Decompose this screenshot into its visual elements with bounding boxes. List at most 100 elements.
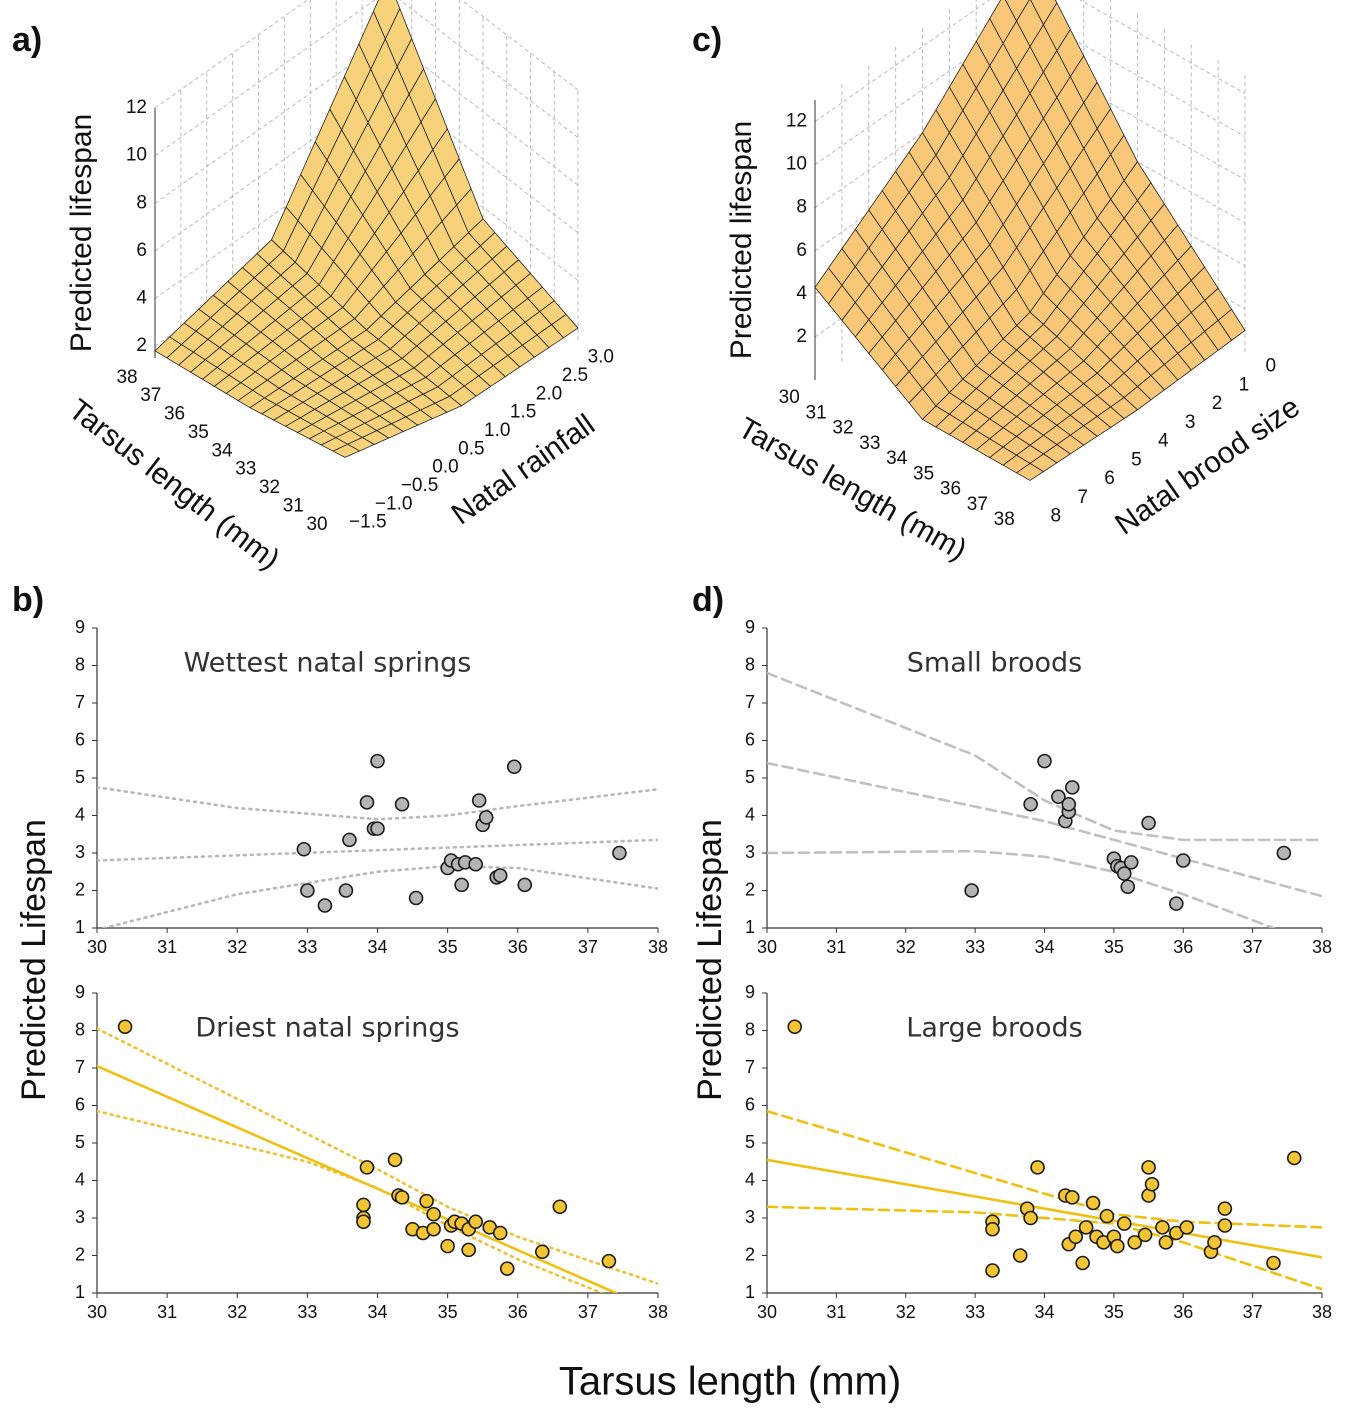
point	[426, 1206, 441, 1222]
z-tick-label: 2	[136, 335, 147, 356]
grid-line	[154, 133, 389, 299]
point	[468, 856, 483, 872]
point	[985, 1263, 1000, 1278]
x-tick-label: 31	[283, 495, 304, 516]
point	[300, 883, 315, 898]
x-tick-label: 30	[87, 937, 107, 957]
y-tick-label: 7	[75, 692, 85, 712]
grid-line	[387, 37, 579, 186]
surface-patch	[332, 443, 361, 458]
point	[1207, 1235, 1222, 1250]
x-tick-label: 33	[859, 433, 880, 454]
x-tick-label: 31	[826, 937, 846, 957]
x-tick-label: 35	[438, 1302, 458, 1322]
x-tick-label: 35	[1104, 1302, 1124, 1322]
y-tick-label: 3.0	[588, 347, 614, 368]
x-tick-label: 36	[940, 479, 961, 500]
z-axis-label: Predicted lifespan	[725, 121, 758, 359]
fit-line	[767, 849, 1275, 928]
point	[1141, 1160, 1156, 1175]
x-tick-label: 32	[227, 937, 247, 957]
point	[394, 796, 410, 812]
x-tick-label: 32	[896, 1302, 916, 1322]
grid-line	[814, 0, 991, 122]
point	[612, 845, 627, 861]
x-tick-label: 36	[1173, 937, 1193, 957]
point	[1175, 853, 1191, 868]
point	[1179, 1220, 1195, 1235]
point	[787, 1019, 803, 1035]
x-tick-label: 38	[648, 1302, 668, 1322]
y-tick-label: −1.0	[375, 493, 413, 514]
point	[370, 753, 385, 769]
x-tick-label: 34	[1034, 1302, 1054, 1322]
panel-label: c)	[692, 21, 722, 59]
fit-line	[767, 671, 1322, 842]
x-tick-label: 38	[1312, 1302, 1332, 1322]
x-tick-label: 32	[832, 418, 853, 439]
point	[492, 1225, 508, 1241]
y-tick-label: 2	[75, 879, 85, 899]
y-tick-label: 1.0	[484, 420, 510, 441]
point	[1266, 1255, 1281, 1271]
point	[1068, 1229, 1084, 1245]
y-tick-label: 9	[745, 982, 755, 1002]
y-tick-label: 3	[745, 1207, 755, 1227]
grid-line	[387, 85, 579, 234]
grid-line	[399, 0, 579, 139]
grid-line	[154, 0, 376, 157]
point	[552, 1199, 568, 1215]
point	[601, 1253, 617, 1269]
y-tick-label: 0	[1266, 356, 1277, 377]
y-axis-label: Predicted Lifespan	[691, 819, 729, 1101]
grid-line	[1079, 0, 1246, 94]
point	[985, 1221, 1000, 1237]
point	[394, 1190, 410, 1205]
fit-line	[767, 1158, 1322, 1259]
point	[964, 883, 979, 898]
point	[1169, 896, 1184, 911]
x-tick-label: 31	[157, 1302, 177, 1322]
y-tick-label: 1	[75, 917, 85, 937]
x-tick-label: 31	[826, 1302, 846, 1322]
y-tick-label: 9	[745, 617, 755, 637]
fit-line	[97, 838, 658, 862]
x-tick-label: 30	[87, 1302, 107, 1322]
point	[461, 1242, 476, 1258]
point	[1023, 796, 1038, 812]
x-tick-label: 37	[578, 1302, 598, 1322]
y-tick-label: 8	[1051, 506, 1062, 527]
x-tick-label: 35	[438, 937, 458, 957]
x-tick-label: 34	[367, 1302, 387, 1322]
z-tick-label: 6	[796, 240, 807, 261]
grid-line	[1029, 57, 1246, 181]
point	[1116, 1216, 1132, 1231]
x-tick-label: 30	[757, 1302, 777, 1322]
x-tick-label: 38	[116, 367, 137, 388]
x-tick-label: 37	[140, 385, 161, 406]
point	[408, 890, 424, 906]
point	[454, 877, 469, 893]
x-tick-label: 33	[235, 459, 256, 480]
y-axis-label: Predicted Lifespan	[15, 819, 53, 1101]
point	[1037, 753, 1052, 769]
y-tick-label: 1.5	[510, 402, 536, 423]
y-tick-label: 1	[1239, 374, 1250, 395]
x-tick-label: 36	[508, 1302, 528, 1322]
y-tick-label: 5	[75, 1132, 85, 1152]
x-tick-label: 37	[1243, 1302, 1263, 1322]
grid-line	[1029, 100, 1246, 224]
point	[1144, 1176, 1160, 1192]
z-tick-label: 4	[136, 287, 147, 308]
x-tick-label: 34	[1034, 937, 1054, 957]
point	[387, 1152, 403, 1168]
point	[1064, 780, 1080, 795]
point	[492, 868, 508, 883]
grid-line	[1029, 14, 1246, 138]
point	[342, 832, 357, 848]
point	[370, 821, 385, 836]
point	[426, 1221, 441, 1237]
fit-line	[97, 786, 658, 821]
chart-title: Driest natal springs	[195, 1013, 459, 1044]
grid-line	[387, 133, 579, 281]
